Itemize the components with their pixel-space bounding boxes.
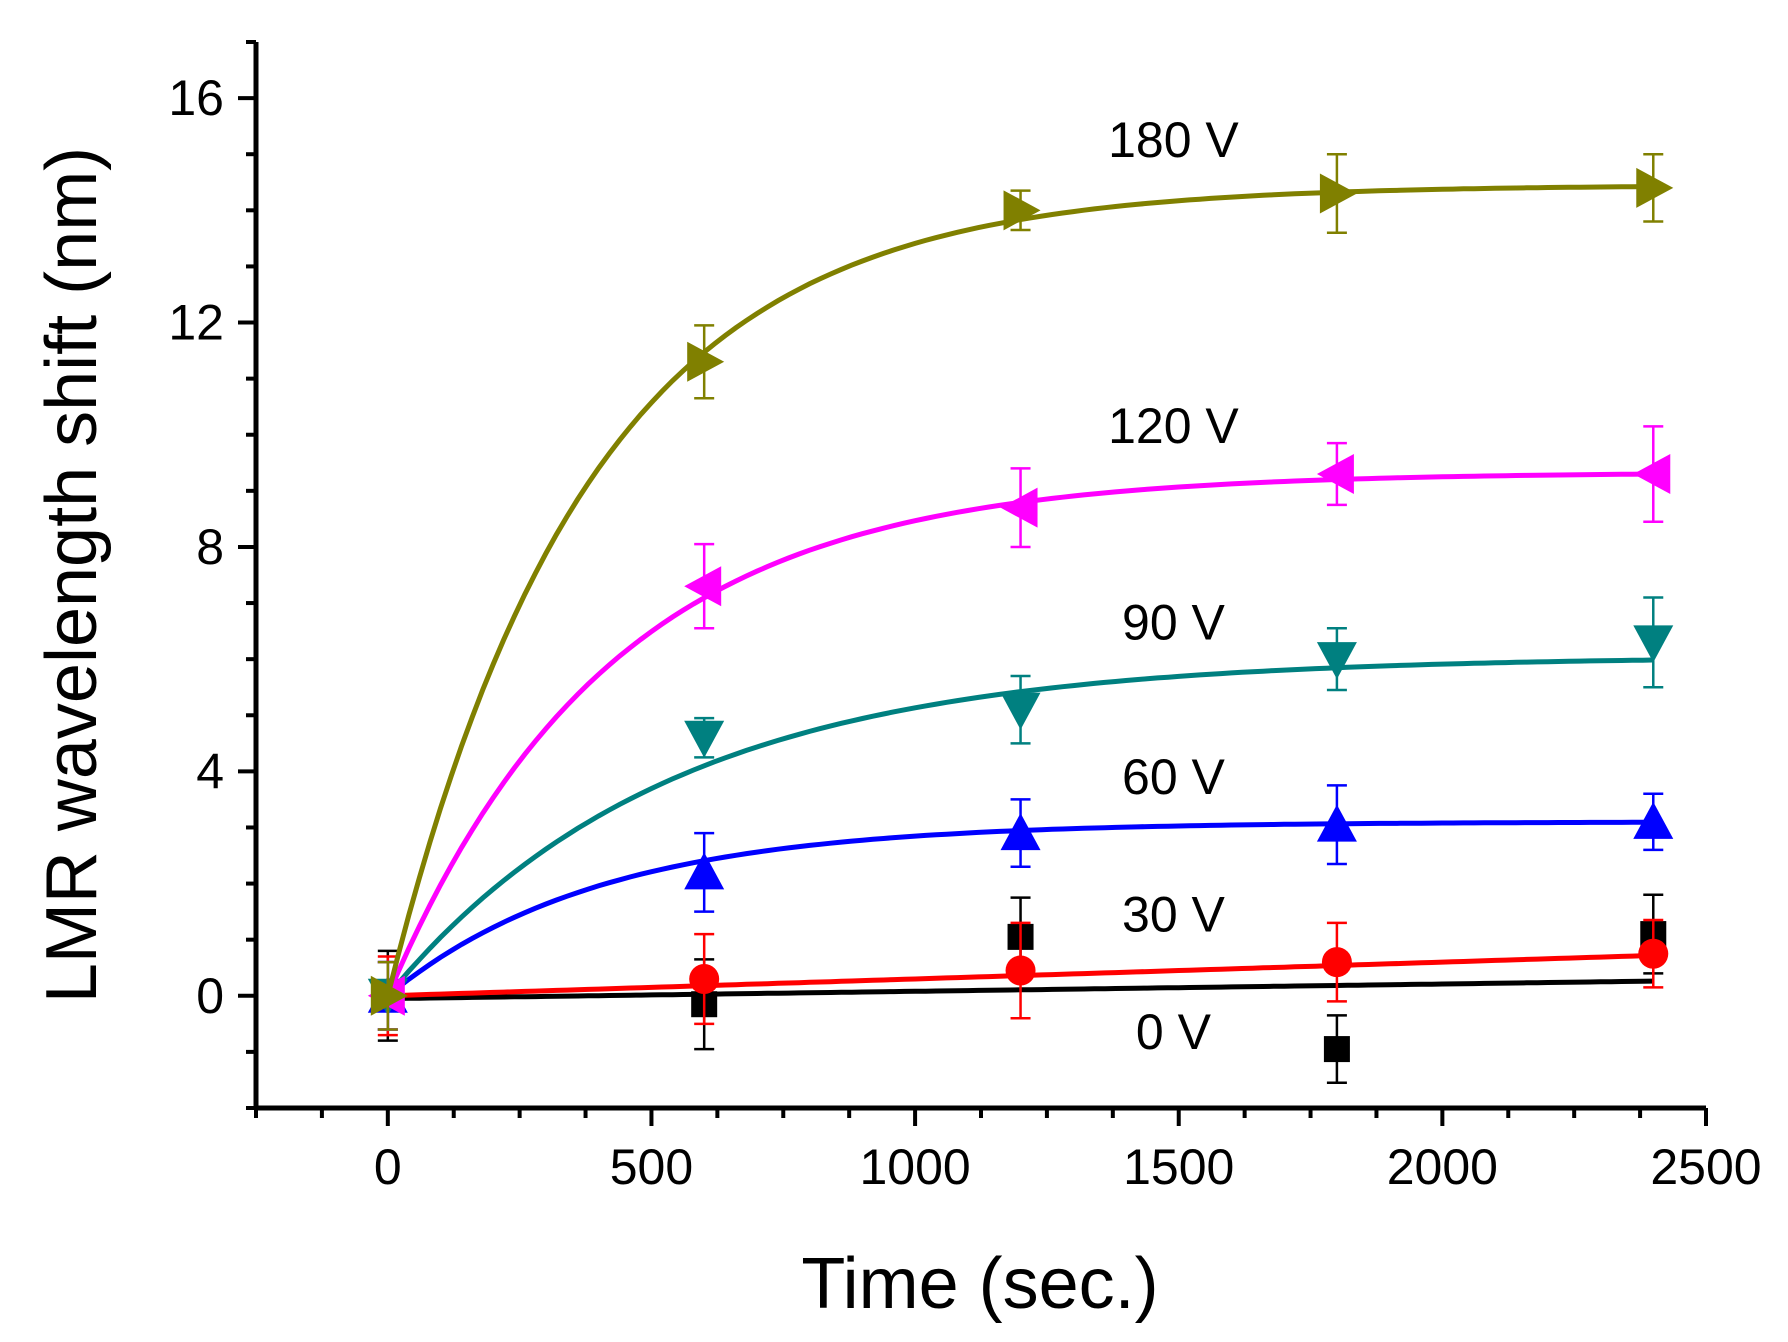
- data-point-180v: [687, 341, 725, 382]
- data-point-180v: [1636, 167, 1674, 208]
- data-point-60v: [684, 852, 725, 890]
- series-label: 90 V: [1122, 595, 1226, 651]
- x-tick-label: 1500: [1123, 1139, 1234, 1195]
- data-point-30v: [689, 963, 720, 994]
- x-tick-label: 1000: [859, 1139, 970, 1195]
- data-point-90v: [684, 720, 725, 758]
- data-point-180v: [370, 975, 408, 1016]
- y-tick-label: 0: [196, 968, 224, 1024]
- y-tick-label: 16: [168, 70, 224, 126]
- x-tick-label: 0: [374, 1139, 402, 1195]
- series-label: 0 V: [1136, 1004, 1212, 1060]
- data-point-120v: [1633, 454, 1671, 495]
- series-label: 60 V: [1122, 749, 1226, 805]
- x-tick-label: 2500: [1650, 1139, 1761, 1195]
- plot-area: 180 V 120 V 90 V 60 V 30 V 0 V: [367, 112, 1674, 1085]
- data-point-90v: [1316, 642, 1357, 680]
- y-axis-title: LMR wavelength shift (nm): [32, 147, 112, 1003]
- data-point-90v: [1000, 692, 1041, 730]
- fit-curve-180v: [385, 184, 1654, 997]
- data-point-120v: [684, 566, 722, 607]
- y-tick-label: 8: [196, 519, 224, 575]
- data-point-0v: [1323, 1036, 1350, 1063]
- fit-curve-90v: [385, 657, 1654, 998]
- x-tick-label: 2000: [1387, 1139, 1498, 1195]
- x-axis-title: Time (sec.): [801, 1244, 1158, 1324]
- data-point-60v: [1000, 813, 1041, 851]
- data-point-180v: [1003, 190, 1041, 231]
- y-tick-label: 4: [196, 743, 224, 799]
- data-point-60v: [1316, 804, 1357, 842]
- data-point-30v: [1321, 947, 1352, 978]
- data-point-60v: [1633, 801, 1674, 839]
- ticks: 0 500 1000 1500 2000 2500 0 4 8 12 16: [168, 40, 1762, 1195]
- data-point-120v: [1316, 454, 1354, 495]
- data-point-30v: [1638, 938, 1669, 969]
- data-point-30v: [1005, 955, 1036, 986]
- series-label: 180 V: [1108, 112, 1239, 168]
- series-label: 120 V: [1108, 398, 1239, 454]
- y-tick-label: 12: [168, 295, 224, 351]
- series-label: 30 V: [1122, 886, 1226, 942]
- data-point-120v: [1000, 487, 1038, 528]
- data-point-90v: [1633, 625, 1674, 663]
- axes: [253, 42, 1706, 1111]
- data-point-180v: [1319, 173, 1357, 214]
- x-tick-label: 500: [610, 1139, 693, 1195]
